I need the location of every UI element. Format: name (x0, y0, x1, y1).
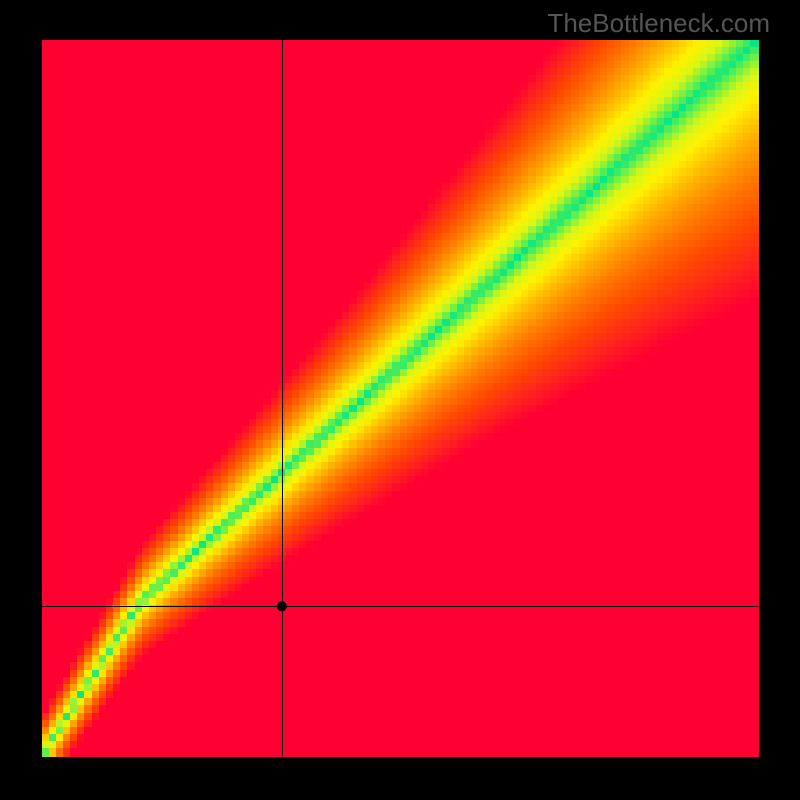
watermark-text: TheBottleneck.com (547, 8, 770, 39)
crosshair-overlay (0, 0, 800, 800)
bottleneck-heatmap-container: { "watermark": { "text": "TheBottleneck.… (0, 0, 800, 800)
